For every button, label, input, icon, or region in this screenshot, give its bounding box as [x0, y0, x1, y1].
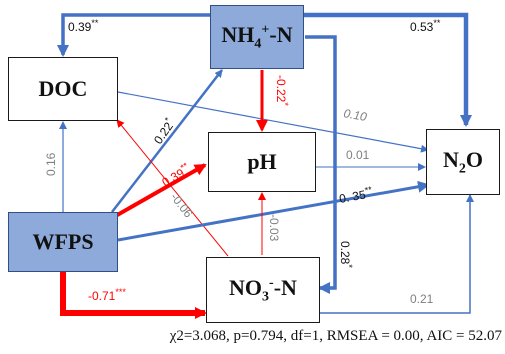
path-wfps-n2o	[117, 180, 430, 242]
coef-wfps-no3: -0.71***	[88, 287, 126, 303]
path-wfps-nh4	[111, 69, 223, 213]
node-n2o-label: N2O	[442, 146, 483, 177]
node-no3-label: NO3--N	[229, 274, 297, 305]
node-ph-label: pH	[247, 149, 277, 174]
path-no3-n2o	[320, 194, 474, 314]
node-wfps-label: WFPS	[32, 229, 94, 254]
coef-ph-n2o: 0.01	[346, 148, 370, 162]
node-n2o: N2O	[426, 129, 500, 195]
path-wfps-no3	[60, 271, 207, 319]
node-doc: DOC	[8, 57, 118, 121]
model-fit-stats: χ2=3.068, p=0.794, df=1, RMSEA = 0.00, A…	[169, 328, 502, 344]
path-no3-doc	[116, 119, 229, 257]
path-nh4-no3	[305, 35, 337, 294]
node-nh4-label: NH4+-N	[221, 21, 293, 52]
path-wfps-ph	[111, 163, 207, 220]
node-ph: pH	[208, 132, 316, 192]
coef-doc-n2o: 0.10	[342, 106, 368, 124]
coef-nh4-doc: 0.39**	[68, 18, 99, 34]
node-doc-label: DOC	[38, 76, 88, 101]
node-no3: NO3--N	[206, 257, 320, 323]
coef-no3-ph: -0.03	[267, 214, 281, 242]
node-wfps: WFPS	[8, 212, 118, 272]
coef-no3-doc: -0.06	[168, 190, 196, 220]
coef-nh4-n2o: 0.53**	[410, 18, 441, 34]
coef-wfps-n2o: 0. 35**	[338, 184, 374, 206]
node-nh4: NH4+-N	[210, 5, 304, 69]
coef-nh4-no3: 0.28*	[338, 241, 354, 268]
coef-nh4-ph: -0.22*	[274, 75, 290, 106]
path-nh4-doc	[57, 13, 210, 57]
path-nh4-n2o	[304, 12, 472, 127]
path-doc-n2o	[117, 91, 429, 153]
coef-wfps-doc: 0.16	[44, 152, 58, 176]
coef-no3-n2o: 0.21	[410, 292, 434, 306]
